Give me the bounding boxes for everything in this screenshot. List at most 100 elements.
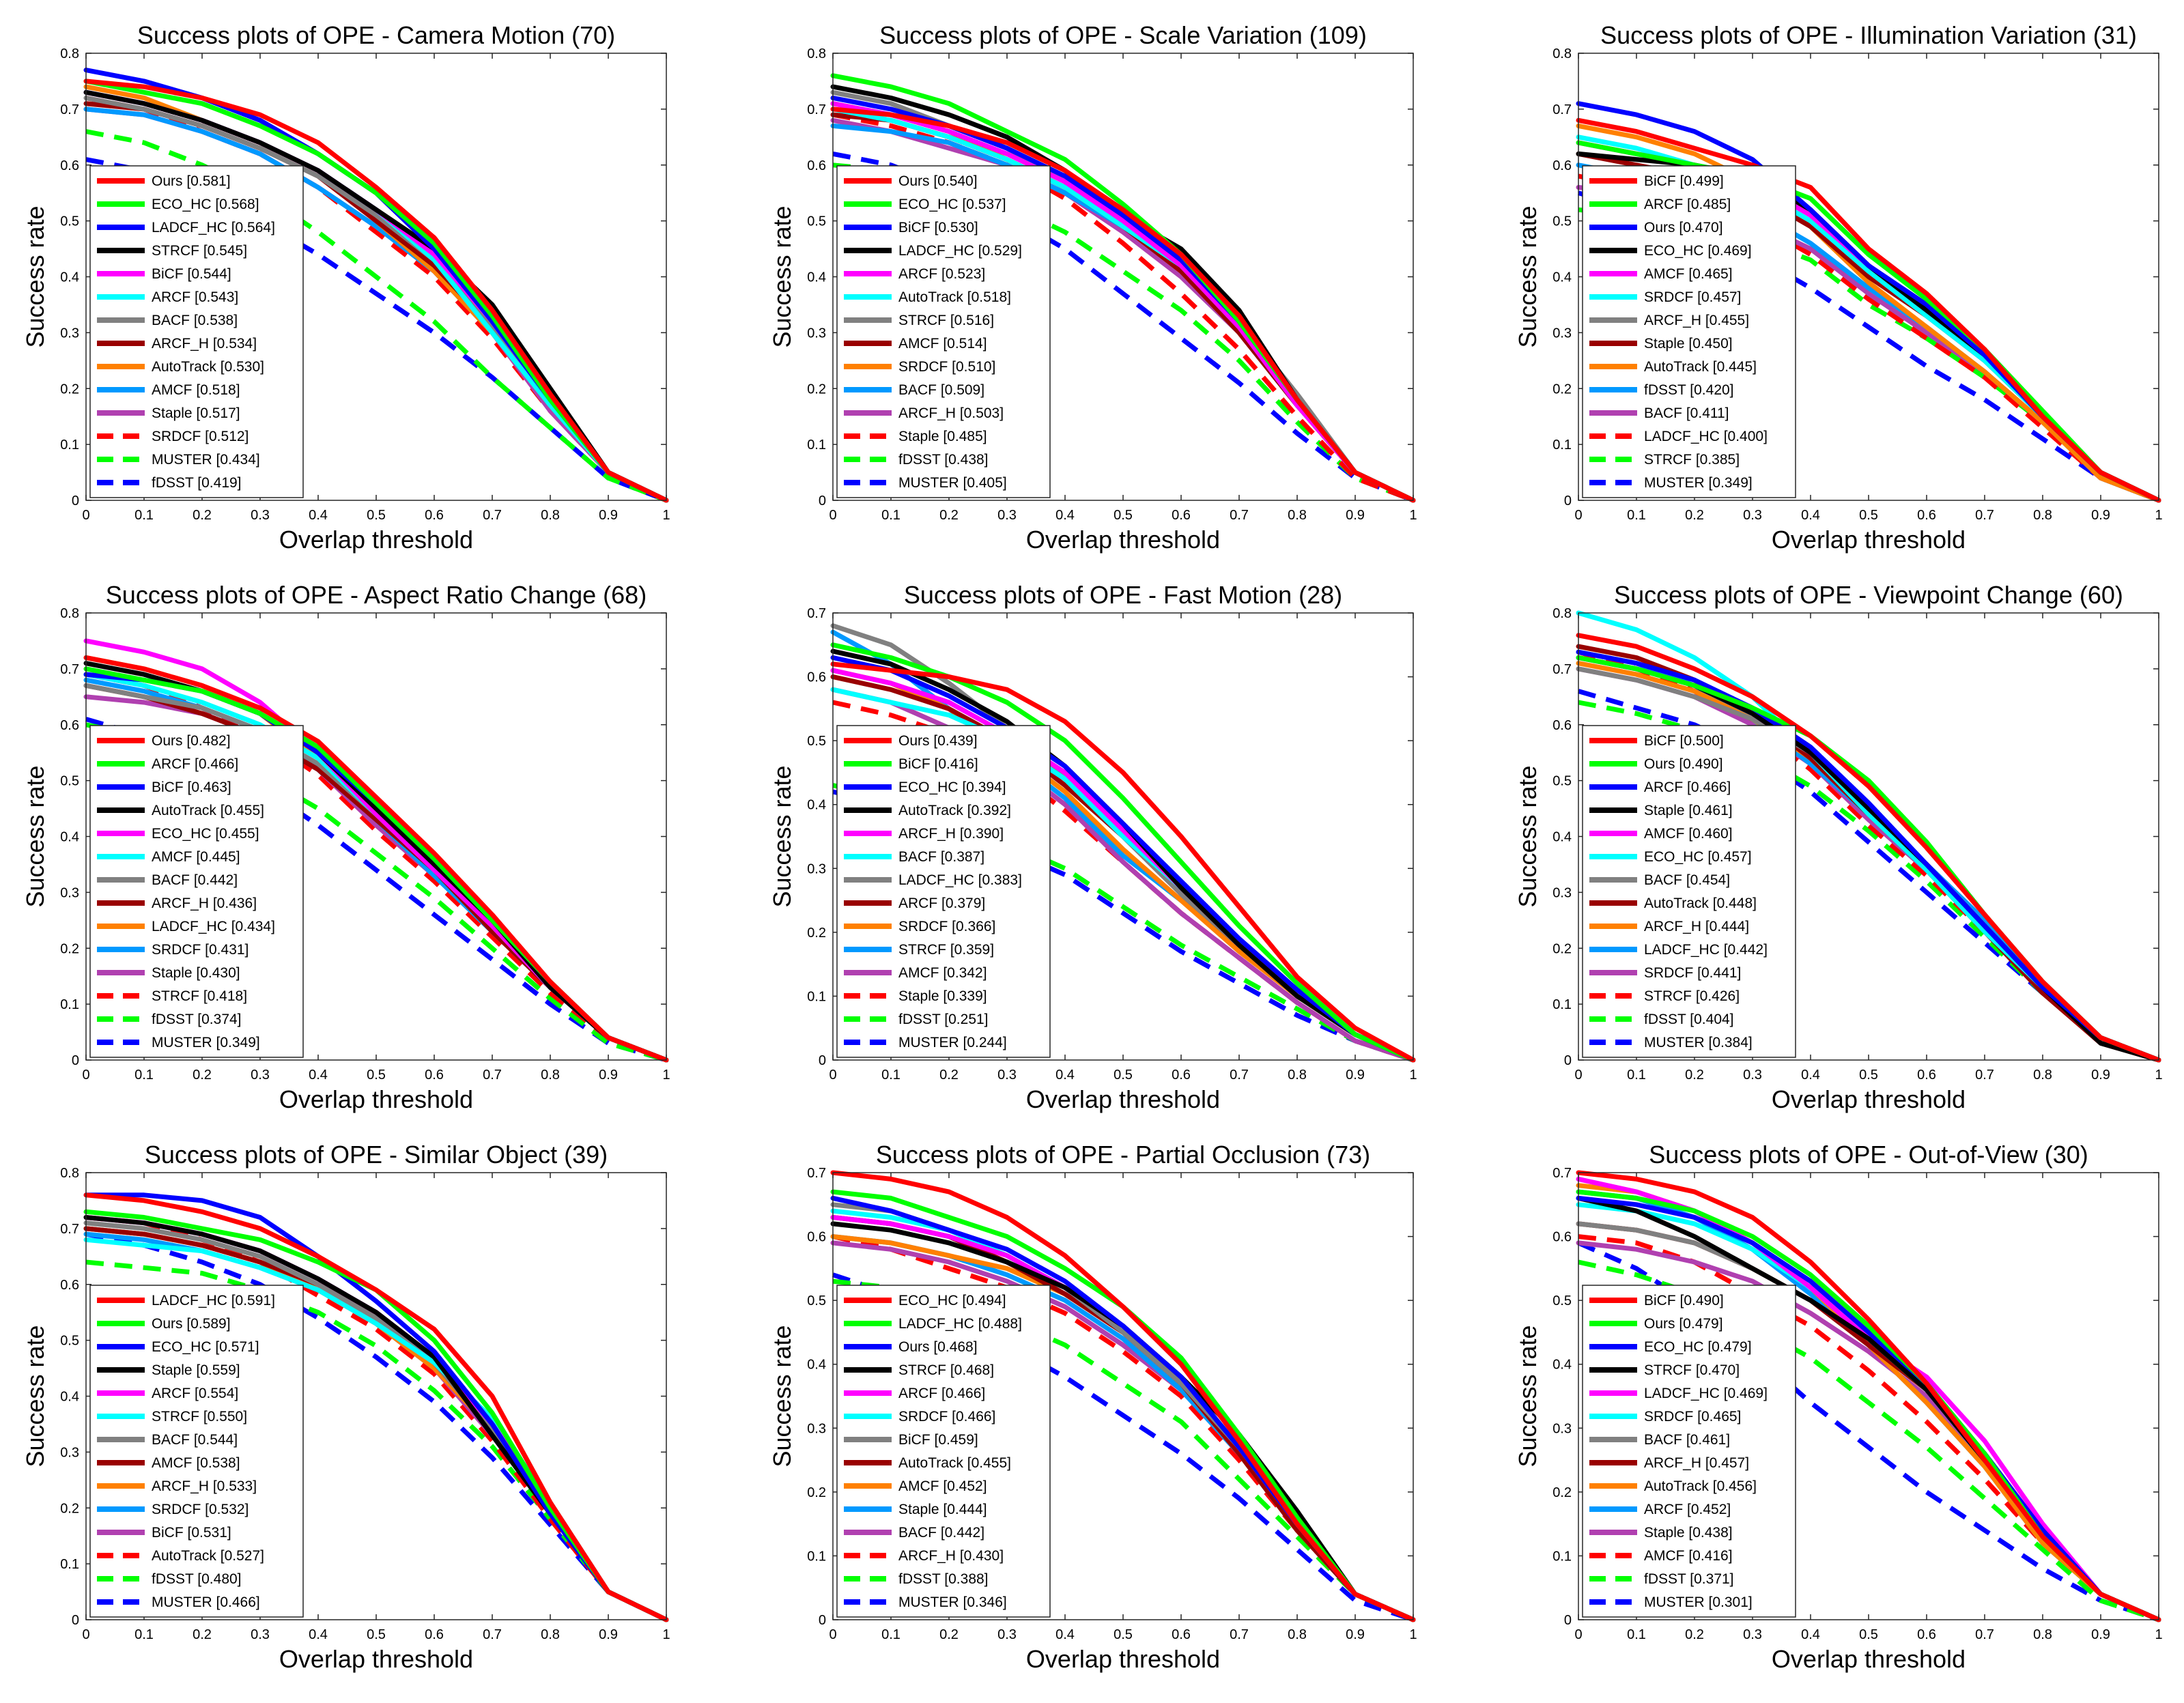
x-tick-label: 1 [662, 1068, 670, 1083]
x-tick-label: 0.5 [1114, 508, 1133, 523]
legend-entry-arcf-h: ARCF_H [0.533] [152, 1478, 257, 1494]
x-axis-label: Overlap threshold [279, 1085, 473, 1113]
legend-entry-bicf: BiCF [0.544] [152, 266, 231, 282]
y-tick-label: 0.7 [60, 662, 79, 677]
x-tick-label: 0.7 [1975, 1627, 1994, 1642]
x-tick-label: 0.7 [1230, 1068, 1249, 1083]
x-tick-label: 0.4 [309, 1068, 328, 1083]
x-tick-label: 0.1 [134, 1627, 154, 1642]
legend-entry-amcf: AMCF [0.342] [898, 965, 987, 981]
legend-entry-bicf: BiCF [0.500] [1644, 733, 1724, 749]
plot-frame [832, 612, 1414, 1061]
x-tick-label: 0.5 [1859, 1627, 1878, 1642]
y-tick-label: 0.1 [60, 438, 79, 453]
x-tick-label: 0.6 [1917, 508, 1936, 523]
y-tick-label: 0.8 [1552, 46, 1572, 61]
y-tick-label: 0.6 [807, 158, 826, 173]
y-axis-label: Success rate [768, 765, 796, 907]
series-line-eco-hc [1576, 1195, 2161, 1622]
y-tick-label: 0 [1564, 1613, 1572, 1628]
legend-entry-ours: Ours [0.540] [898, 173, 978, 189]
legend-entry-autotrack: AutoTrack [0.455] [152, 803, 264, 818]
legend-entry-fdsst: fDSST [0.480] [152, 1571, 242, 1587]
legend-entry-staple: Staple [0.450] [1644, 336, 1733, 352]
y-tick-label: 0.5 [1552, 774, 1572, 789]
legend-entry-arcf-h: ARCF_H [0.390] [898, 826, 1004, 842]
y-tick-label: 0.6 [60, 718, 79, 733]
y-tick-label: 0.8 [60, 1166, 79, 1181]
y-axis-label: Success rate [768, 1325, 796, 1467]
legend-entry-fdsst: fDSST [0.388] [898, 1571, 989, 1587]
legend-entry-arcf-h: ARCF_H [0.436] [152, 896, 257, 911]
x-tick-label: 0 [1574, 1627, 1582, 1642]
plot-frame [832, 53, 1414, 501]
legend-entry-bacf: BACF [0.454] [1644, 872, 1730, 888]
legend: Ours [0.581] ECO_HC [0.568] LADCF_HC [0.56… [89, 165, 304, 498]
legend-entry-ours: Ours [0.439] [898, 733, 978, 749]
legend: BiCF [0.500] Ours [0.490] ARCF [0.466] Stap… [1582, 725, 1796, 1058]
series-lines [1576, 1170, 2161, 1622]
legend-entry-staple: Staple [0.339] [898, 988, 987, 1004]
plot-frame [832, 1172, 1414, 1620]
x-tick-label: 0.7 [1975, 1068, 1994, 1083]
x-tick-label: 1 [1409, 508, 1417, 523]
y-axis-label: Success rate [21, 205, 49, 347]
x-tick-label: 0.6 [425, 1627, 444, 1642]
x-axis-label: Overlap threshold [1772, 1085, 1966, 1113]
legend-entry-fdsst: fDSST [0.419] [152, 475, 242, 491]
legend-entry-staple: Staple [0.438] [1644, 1525, 1733, 1541]
legend-entry-ours: Ours [0.479] [1644, 1316, 1723, 1332]
legend-entry-staple: Staple [0.444] [898, 1502, 987, 1517]
x-tick-label: 0.1 [881, 1068, 900, 1083]
series-line-bicf [1576, 633, 2161, 1063]
legend-entry-bacf: BACF [0.544] [152, 1432, 238, 1448]
y-tick-label: 0.7 [807, 1166, 826, 1181]
x-tick-label: 0.5 [367, 508, 386, 523]
series-line-ours [830, 106, 1416, 503]
x-tick-label: 0.2 [193, 508, 212, 523]
series-line-ours [83, 78, 669, 503]
legend-entry-bicf: BiCF [0.459] [898, 1432, 978, 1448]
legend-entry-eco-hc: ECO_HC [0.568] [152, 197, 259, 212]
legend-entry-amcf: AMCF [0.416] [1644, 1548, 1733, 1564]
x-tick-label: 0.7 [1230, 1627, 1249, 1642]
x-tick-label: 1 [1409, 1068, 1417, 1083]
y-tick-label: 0.6 [807, 670, 826, 685]
x-tick-label: 0.7 [1230, 508, 1249, 523]
legend-entry-muster: MUSTER [0.434] [152, 452, 260, 468]
x-tick-label: 0.1 [1627, 508, 1646, 523]
series-line-bicf [1576, 1170, 2161, 1622]
legend-entry-eco-hc: ECO_HC [0.394] [898, 779, 1006, 795]
x-tick-label: 0.3 [1743, 1627, 1762, 1642]
y-tick-label: 0.5 [1552, 214, 1572, 229]
legend-entry-autotrack: AutoTrack [0.455] [898, 1455, 1011, 1471]
y-tick-label: 0.8 [60, 606, 79, 621]
legend-entry-eco-hc: ECO_HC [0.537] [898, 197, 1006, 212]
legend-entry-staple: Staple [0.461] [1644, 803, 1733, 818]
legend-entry-arcf: ARCF [0.466] [1644, 779, 1731, 795]
y-axis-label: Success rate [1514, 765, 1542, 907]
y-axis-label: Success rate [21, 1325, 49, 1467]
chart-panel-6: Success plots of OPE - Viewpoint Change … [1514, 581, 2163, 1113]
y-tick-label: 0.6 [1552, 1230, 1572, 1245]
legend-entry-srdcf: SRDCF [0.532] [152, 1502, 249, 1517]
series-line-eco-hc [830, 655, 1416, 1063]
x-tick-label: 0.9 [599, 1068, 618, 1083]
y-tick-label: 0.4 [807, 1358, 826, 1373]
y-tick-label: 0.7 [1552, 1166, 1572, 1181]
x-tick-label: 0.8 [1288, 1627, 1307, 1642]
x-tick-label: 0.9 [1346, 1627, 1365, 1642]
x-tick-label: 0.3 [251, 1627, 270, 1642]
legend-entry-amcf: AMCF [0.445] [152, 849, 240, 865]
x-tick-label: 0.1 [881, 508, 900, 523]
legend-entry-srdcf: SRDCF [0.512] [152, 429, 249, 444]
x-tick-label: 0.3 [997, 1068, 1017, 1083]
legend-entry-staple: Staple [0.517] [152, 405, 240, 421]
series-line-bicf [1576, 117, 2161, 503]
x-tick-label: 0.4 [1801, 1627, 1820, 1642]
legend-entry-bacf: BACF [0.442] [152, 872, 238, 888]
legend-entry-eco-hc: ECO_HC [0.457] [1644, 849, 1752, 865]
x-tick-label: 1 [662, 508, 670, 523]
x-axis-label: Overlap threshold [1772, 1645, 1966, 1673]
legend-entry-ladcf-hc: LADCF_HC [0.591] [152, 1293, 275, 1308]
